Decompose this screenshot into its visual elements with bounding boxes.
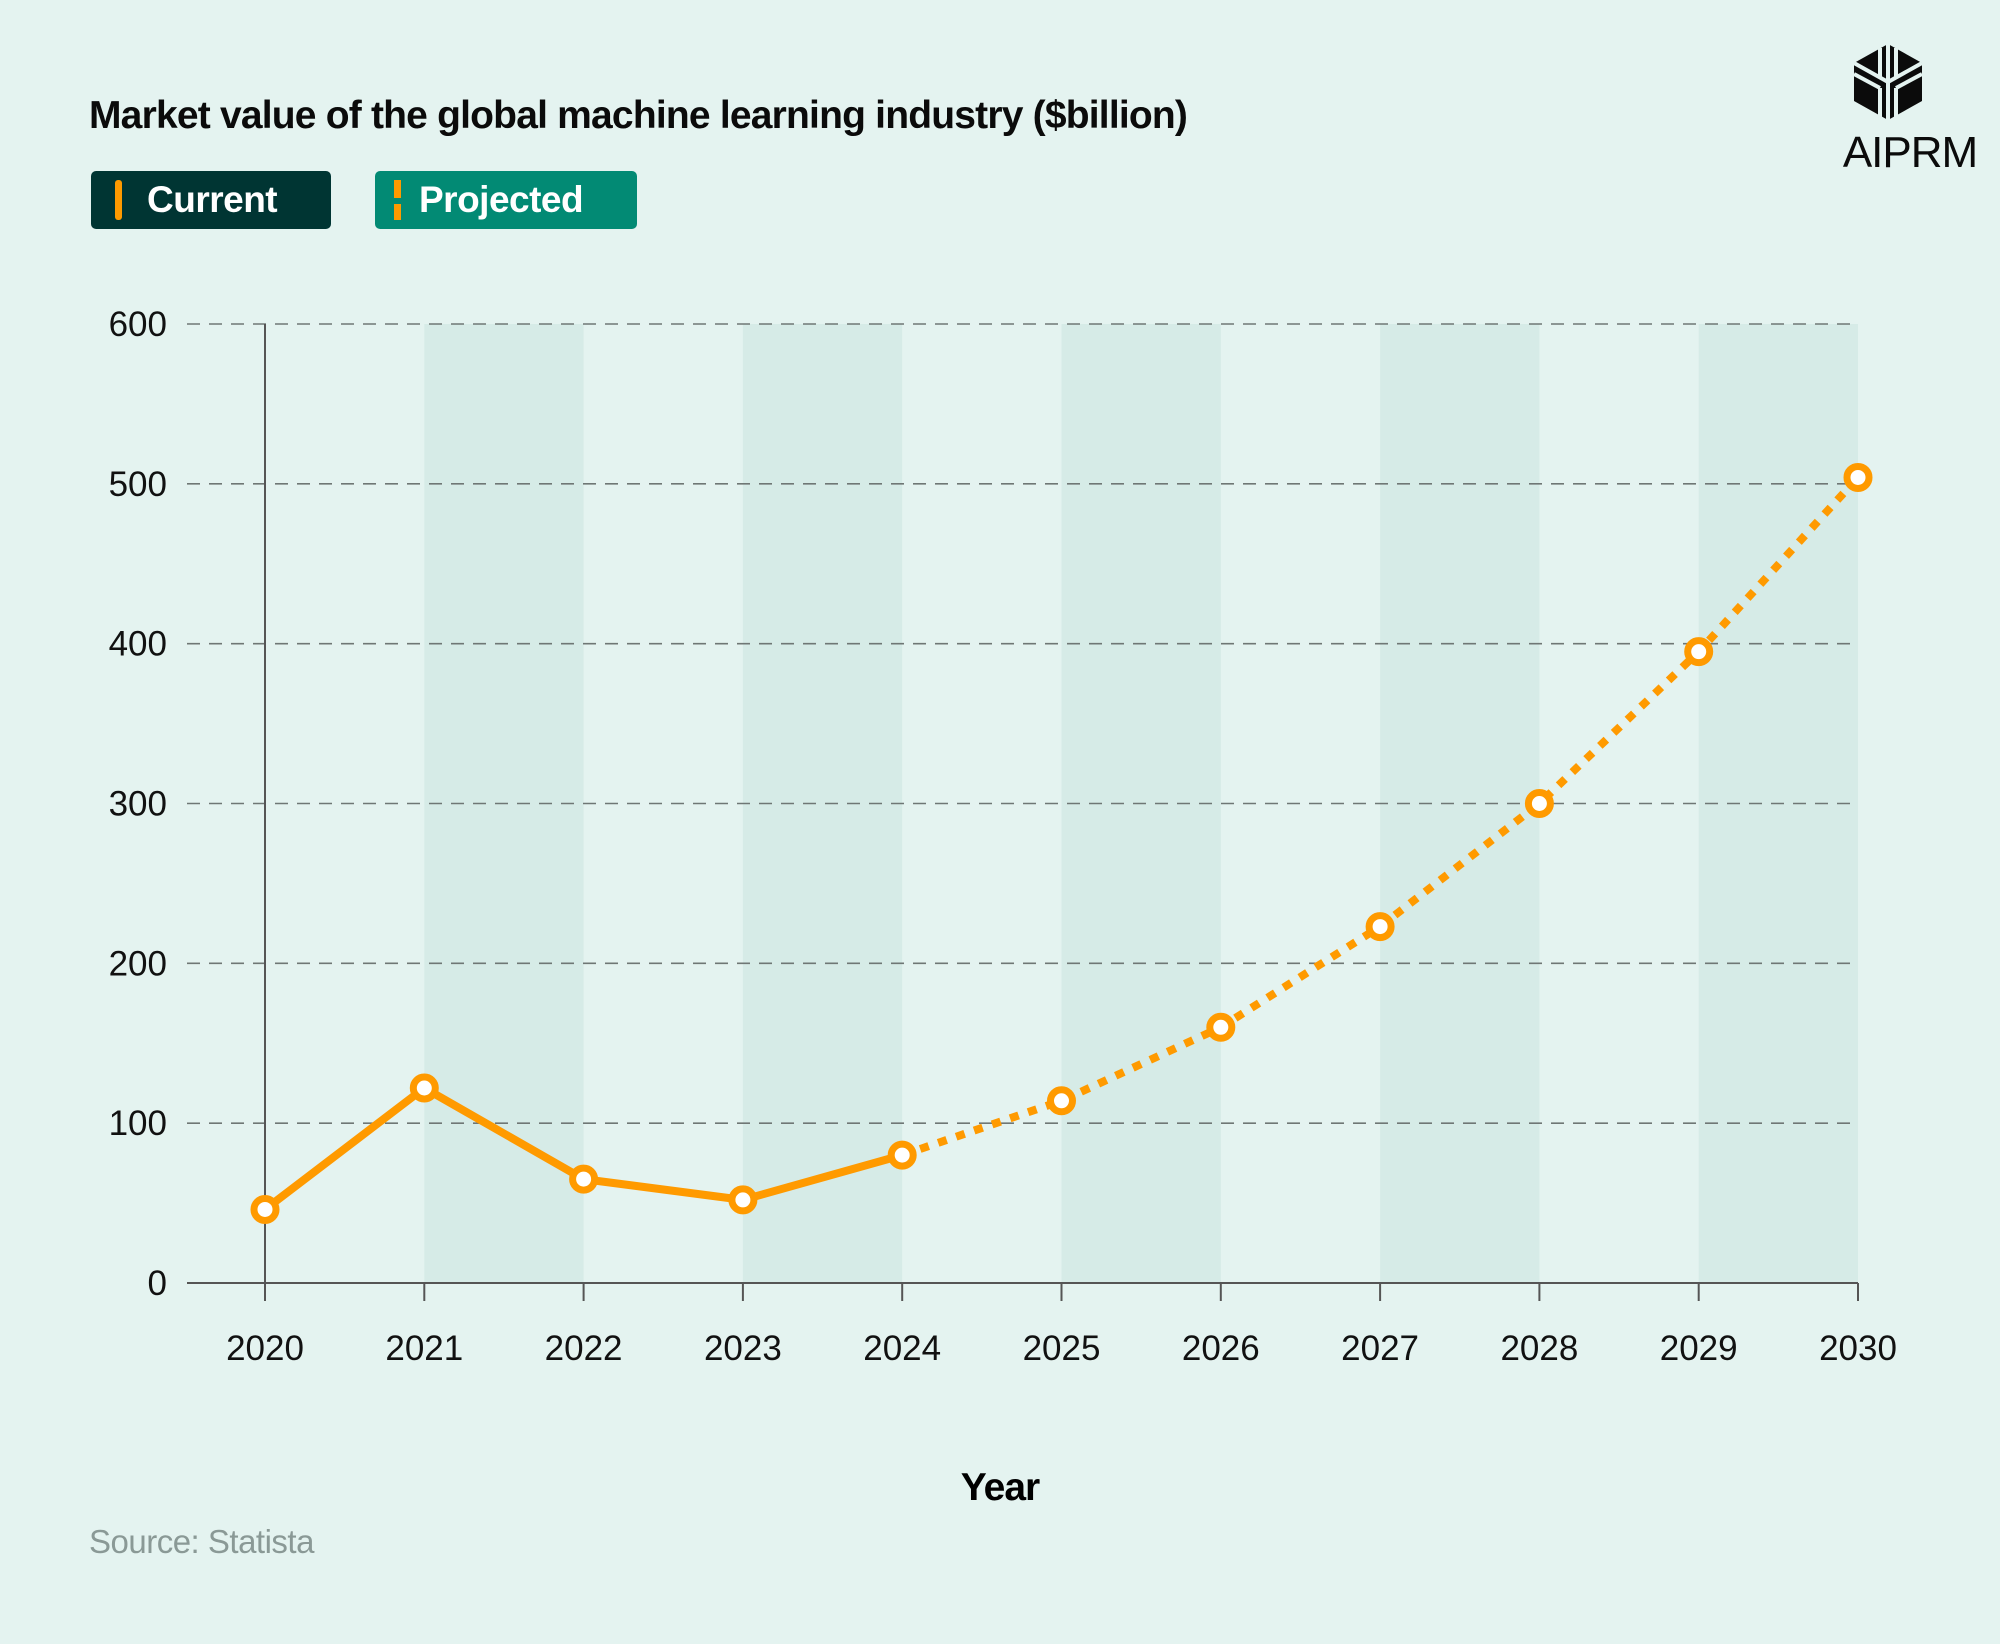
x-tick-label: 2021 xyxy=(385,1329,463,1368)
data-point xyxy=(569,1164,599,1194)
y-tick-label: 500 xyxy=(109,465,167,504)
legend-projected: Projected xyxy=(375,171,637,229)
y-tick-label: 100 xyxy=(109,1104,167,1143)
data-point xyxy=(1684,637,1714,667)
x-tick-label: 2029 xyxy=(1660,1329,1738,1368)
x-tick-label: 2028 xyxy=(1500,1329,1578,1368)
data-point xyxy=(1365,912,1395,942)
y-tick-label: 400 xyxy=(109,625,167,664)
x-tick-label: 2020 xyxy=(226,1329,304,1368)
legend-current-label: Current xyxy=(147,179,278,220)
data-point xyxy=(728,1185,758,1215)
data-point xyxy=(409,1073,439,1103)
brand-name: AIPRM xyxy=(1842,128,1978,177)
x-tick-label: 2025 xyxy=(1023,1329,1101,1368)
solid-line-swatch-icon xyxy=(115,180,122,220)
y-tick-label: 200 xyxy=(109,944,167,983)
x-tick-label: 2030 xyxy=(1819,1329,1897,1368)
y-tick-label: 600 xyxy=(109,305,167,344)
aiprm-cube-logo-icon xyxy=(1853,44,1923,120)
x-tick-label: 2026 xyxy=(1182,1329,1260,1368)
data-point xyxy=(887,1140,917,1170)
x-axis-label: Year xyxy=(961,1466,1040,1509)
source-note: Source: Statista xyxy=(89,1523,314,1560)
chart-title: Market value of the global machine learn… xyxy=(89,94,1188,137)
data-point xyxy=(1524,789,1554,818)
x-tick-label: 2024 xyxy=(863,1329,941,1368)
legend-current: Current xyxy=(91,171,331,229)
data-point xyxy=(250,1194,280,1224)
data-point xyxy=(1206,1012,1236,1042)
data-point xyxy=(1843,462,1873,492)
x-tick-label: 2027 xyxy=(1341,1329,1419,1368)
x-tick-label: 2023 xyxy=(704,1329,782,1368)
x-tick-label: 2022 xyxy=(545,1329,623,1368)
data-point xyxy=(1047,1086,1076,1116)
y-tick-label: 0 xyxy=(148,1264,167,1303)
legend-projected-label: Projected xyxy=(419,179,584,220)
y-tick-label: 300 xyxy=(109,785,167,824)
dotted-line-swatch-icon xyxy=(394,180,401,220)
